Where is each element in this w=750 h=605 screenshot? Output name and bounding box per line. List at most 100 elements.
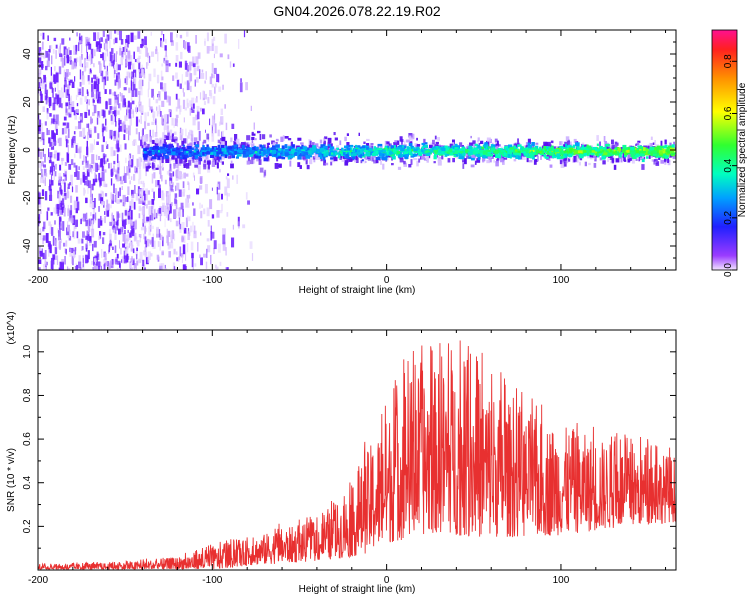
noise-cell <box>201 204 203 208</box>
noise-cell <box>110 178 113 186</box>
ridge-cell <box>163 143 166 148</box>
ridge-cell <box>567 145 570 148</box>
noise-cell <box>92 178 96 186</box>
noise-cell <box>113 160 116 165</box>
noise-cell <box>67 187 69 192</box>
halo-cell <box>561 158 564 164</box>
ridge-cell <box>472 148 478 153</box>
halo-cell <box>426 158 429 163</box>
noise-cell <box>49 166 53 173</box>
halo-cell <box>174 162 179 169</box>
halo-cell <box>482 156 486 162</box>
ridge-cell <box>599 145 603 150</box>
halo-cell <box>196 141 200 147</box>
ridge-cell <box>295 150 298 154</box>
ridge-cell <box>184 148 187 151</box>
noise-cell <box>192 116 196 126</box>
noise-cell <box>90 187 92 198</box>
noise-cell <box>71 61 75 70</box>
noise-cell <box>159 233 162 240</box>
noise-cell <box>101 249 103 258</box>
halo-cell <box>312 142 315 148</box>
noise-cell <box>187 65 189 70</box>
noise-cell <box>136 57 140 64</box>
noise-cell <box>197 121 200 131</box>
noise-cell <box>207 166 211 173</box>
noise-cell <box>144 36 147 45</box>
noise-cell <box>129 153 132 159</box>
halo-cell <box>236 141 240 146</box>
noise-cell <box>21 158 24 162</box>
noise-cell <box>59 261 62 270</box>
noise-cell <box>32 218 33 225</box>
noise-cell <box>105 71 108 81</box>
noise-cell <box>180 128 184 136</box>
halo-cell <box>491 156 494 159</box>
noise-cell <box>243 30 246 38</box>
ridge-cell <box>487 151 492 154</box>
ridge-cell <box>517 155 521 160</box>
halo-cell <box>179 158 183 164</box>
noise-cell <box>205 71 207 80</box>
noise-cell <box>141 142 144 149</box>
noise-cell <box>65 102 69 107</box>
noise-cell <box>125 218 127 225</box>
noise-cell <box>148 136 152 145</box>
halo-cell <box>163 138 166 144</box>
ridge-cell <box>565 151 568 155</box>
noise-cell <box>81 160 84 165</box>
noise-cell <box>93 104 97 114</box>
noise-cell <box>44 153 46 163</box>
halo-cell <box>441 145 445 148</box>
noise-cell <box>78 267 81 270</box>
ridge-cell <box>257 151 260 156</box>
noise-cell <box>213 240 217 250</box>
noise-cell <box>35 104 36 108</box>
noise-cell <box>179 34 183 39</box>
noise-cell <box>122 194 126 205</box>
halo-cell <box>187 160 192 166</box>
noise-cell <box>158 229 161 238</box>
noise-cell <box>130 241 134 249</box>
ridge-cell <box>298 148 303 153</box>
noise-cell <box>171 230 175 240</box>
noise-cell <box>81 63 83 68</box>
ridge-cell <box>170 149 175 152</box>
noise-cell <box>71 137 73 146</box>
ridge-cell <box>335 152 341 155</box>
noise-cell <box>211 63 214 73</box>
noise-cell <box>63 84 66 93</box>
noise-cell <box>24 114 26 123</box>
noise-cell <box>55 50 57 59</box>
noise-cell <box>116 173 120 182</box>
halo-cell <box>370 143 374 146</box>
halo-cell <box>251 154 255 160</box>
halo-cell <box>627 158 631 163</box>
noise-cell <box>137 145 141 155</box>
noise-cell <box>23 31 24 37</box>
ridge-cell <box>230 152 233 156</box>
halo-cell <box>472 154 475 159</box>
halo-cell <box>401 140 403 145</box>
ridge-cell <box>382 149 386 153</box>
noise-cell <box>59 43 61 50</box>
halo-cell <box>282 135 285 141</box>
halo-cell <box>650 136 653 140</box>
noise-cell <box>204 80 206 84</box>
halo-cell <box>517 138 519 143</box>
noise-cell <box>194 263 197 267</box>
noise-cell <box>111 212 113 216</box>
noise-cell <box>61 87 63 93</box>
noise-cell <box>172 171 175 177</box>
noise-cell <box>171 117 174 126</box>
halo-cell <box>408 133 413 138</box>
noise-cell <box>164 264 166 270</box>
ridge-cell <box>421 146 424 151</box>
noise-cell <box>40 52 44 58</box>
noise-cell <box>103 126 106 131</box>
noise-cell <box>95 162 98 172</box>
noise-cell <box>142 161 145 169</box>
noise-cell <box>31 82 34 92</box>
noise-cell <box>144 112 147 122</box>
ridge-cell <box>377 143 383 147</box>
